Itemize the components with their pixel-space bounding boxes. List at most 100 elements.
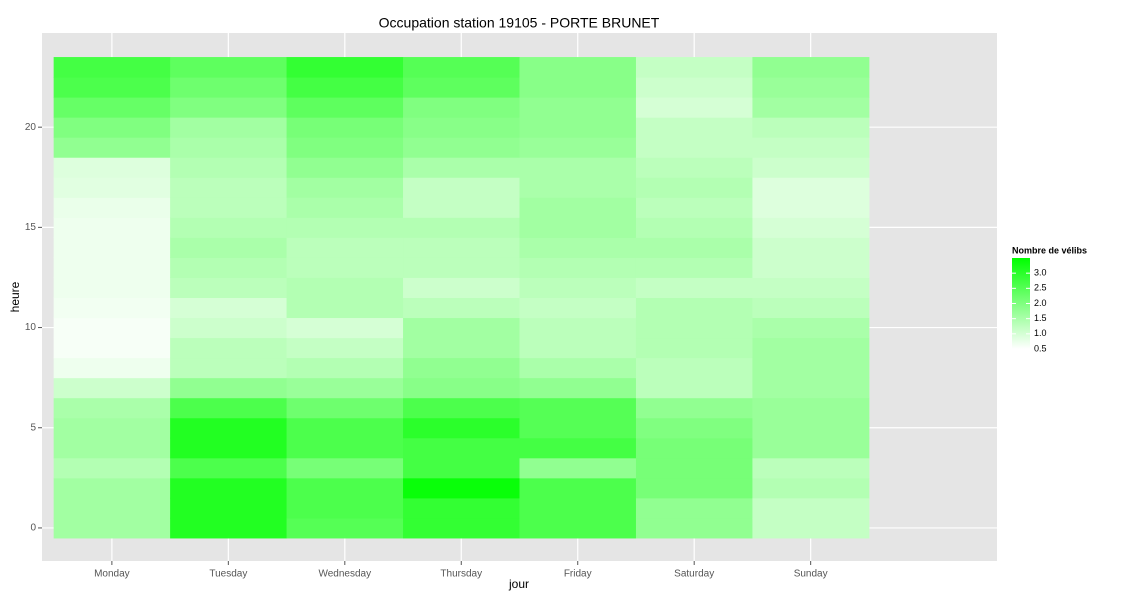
tile — [752, 297, 870, 319]
tile — [519, 297, 637, 319]
tile — [286, 397, 404, 419]
tile — [53, 497, 171, 519]
tile — [286, 437, 404, 459]
tile — [53, 337, 171, 359]
tile — [170, 277, 288, 299]
tile — [53, 57, 171, 78]
tile — [519, 257, 637, 278]
tile — [403, 97, 520, 118]
tile — [53, 77, 171, 98]
tile — [519, 57, 637, 78]
tile — [519, 357, 637, 379]
tile — [403, 257, 520, 278]
tile — [53, 317, 171, 339]
legend-title: Nombre de vélibs — [1012, 245, 1087, 255]
legend-label: 3.0 — [1034, 268, 1047, 278]
tile — [635, 317, 753, 339]
tile — [286, 457, 404, 479]
tile — [403, 417, 520, 439]
tile — [752, 497, 870, 519]
tile — [752, 157, 870, 178]
tile — [752, 177, 870, 198]
legend-label: 2.0 — [1034, 298, 1047, 308]
tile — [635, 517, 753, 539]
tile — [519, 377, 637, 399]
tile — [519, 177, 637, 198]
tile — [519, 77, 637, 98]
tile — [286, 197, 404, 218]
tile — [635, 257, 753, 278]
tile — [170, 197, 288, 218]
tile — [286, 57, 404, 78]
tile — [170, 257, 288, 278]
tile — [286, 177, 404, 198]
tile — [752, 117, 870, 138]
tile — [53, 237, 171, 258]
tile — [519, 317, 637, 339]
tile — [286, 157, 404, 178]
tile — [403, 437, 520, 459]
tile — [170, 57, 288, 78]
tile — [170, 517, 288, 539]
legend-colorbar — [1012, 258, 1030, 349]
tile — [519, 497, 637, 519]
tile — [170, 217, 288, 238]
tile — [170, 497, 288, 519]
tile — [635, 117, 753, 138]
tile — [635, 497, 753, 519]
tile — [286, 497, 404, 519]
tile — [519, 197, 637, 218]
tile — [635, 77, 753, 98]
tile — [635, 217, 753, 238]
tile — [170, 137, 288, 158]
tile — [53, 97, 171, 118]
tile — [286, 417, 404, 439]
tile — [403, 237, 520, 258]
tile — [286, 377, 404, 399]
tile — [403, 217, 520, 238]
tile — [170, 77, 288, 98]
tile — [519, 137, 637, 158]
tile — [286, 217, 404, 238]
tile — [286, 77, 404, 98]
tile — [170, 457, 288, 479]
tile — [170, 397, 288, 419]
tile — [286, 317, 404, 339]
y-tick-label: 10 — [25, 322, 37, 333]
tile — [752, 317, 870, 339]
tile — [403, 157, 520, 178]
tile — [635, 397, 753, 419]
tile — [403, 457, 520, 479]
tile — [286, 337, 404, 359]
tile — [635, 157, 753, 178]
tile — [635, 277, 753, 299]
tile — [403, 397, 520, 419]
y-tick-label: 20 — [25, 122, 37, 133]
tile — [53, 477, 171, 499]
tile — [635, 377, 753, 399]
tile — [403, 117, 520, 138]
tile — [170, 337, 288, 359]
tile — [403, 177, 520, 198]
tile — [635, 177, 753, 198]
tile — [752, 237, 870, 258]
tile — [752, 57, 870, 78]
tile — [519, 517, 637, 539]
tile — [635, 337, 753, 359]
x-tick-label: Saturday — [674, 569, 714, 580]
x-tick-label: Sunday — [794, 569, 828, 580]
tile — [403, 77, 520, 98]
tile — [53, 277, 171, 299]
tile — [53, 137, 171, 158]
tile — [286, 257, 404, 278]
tile — [752, 357, 870, 379]
tile — [635, 197, 753, 218]
tile — [519, 277, 637, 299]
tile — [403, 317, 520, 339]
legend-label: 1.5 — [1034, 313, 1047, 323]
tile — [635, 297, 753, 319]
tile — [53, 117, 171, 138]
tile — [403, 517, 520, 539]
x-tick-label: Monday — [94, 569, 130, 580]
tile — [403, 277, 520, 299]
